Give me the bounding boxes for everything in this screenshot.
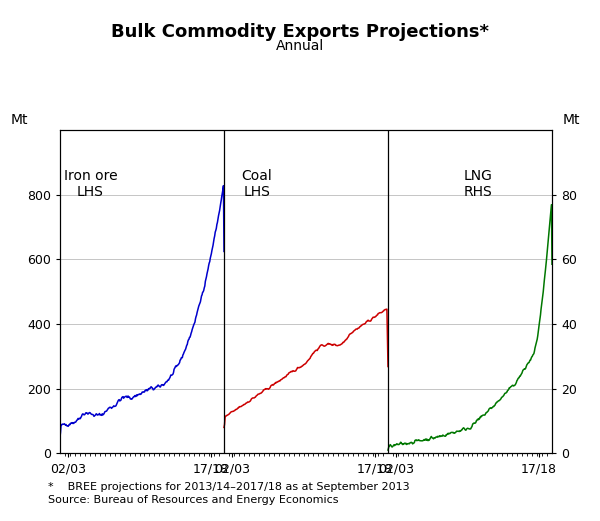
Text: Source: Bureau of Resources and Energy Economics: Source: Bureau of Resources and Energy E… [48,495,338,505]
Text: LNG
RHS: LNG RHS [464,169,493,199]
Text: Mt: Mt [11,113,28,127]
Text: Iron ore
LHS: Iron ore LHS [64,169,117,199]
Text: Annual: Annual [276,39,324,53]
Text: *    BREE projections for 2013/14–2017/18 as at September 2013: * BREE projections for 2013/14–2017/18 a… [48,482,410,492]
Text: Bulk Commodity Exports Projections*: Bulk Commodity Exports Projections* [111,23,489,42]
Text: Mt: Mt [563,113,580,127]
Text: Coal
LHS: Coal LHS [241,169,272,199]
